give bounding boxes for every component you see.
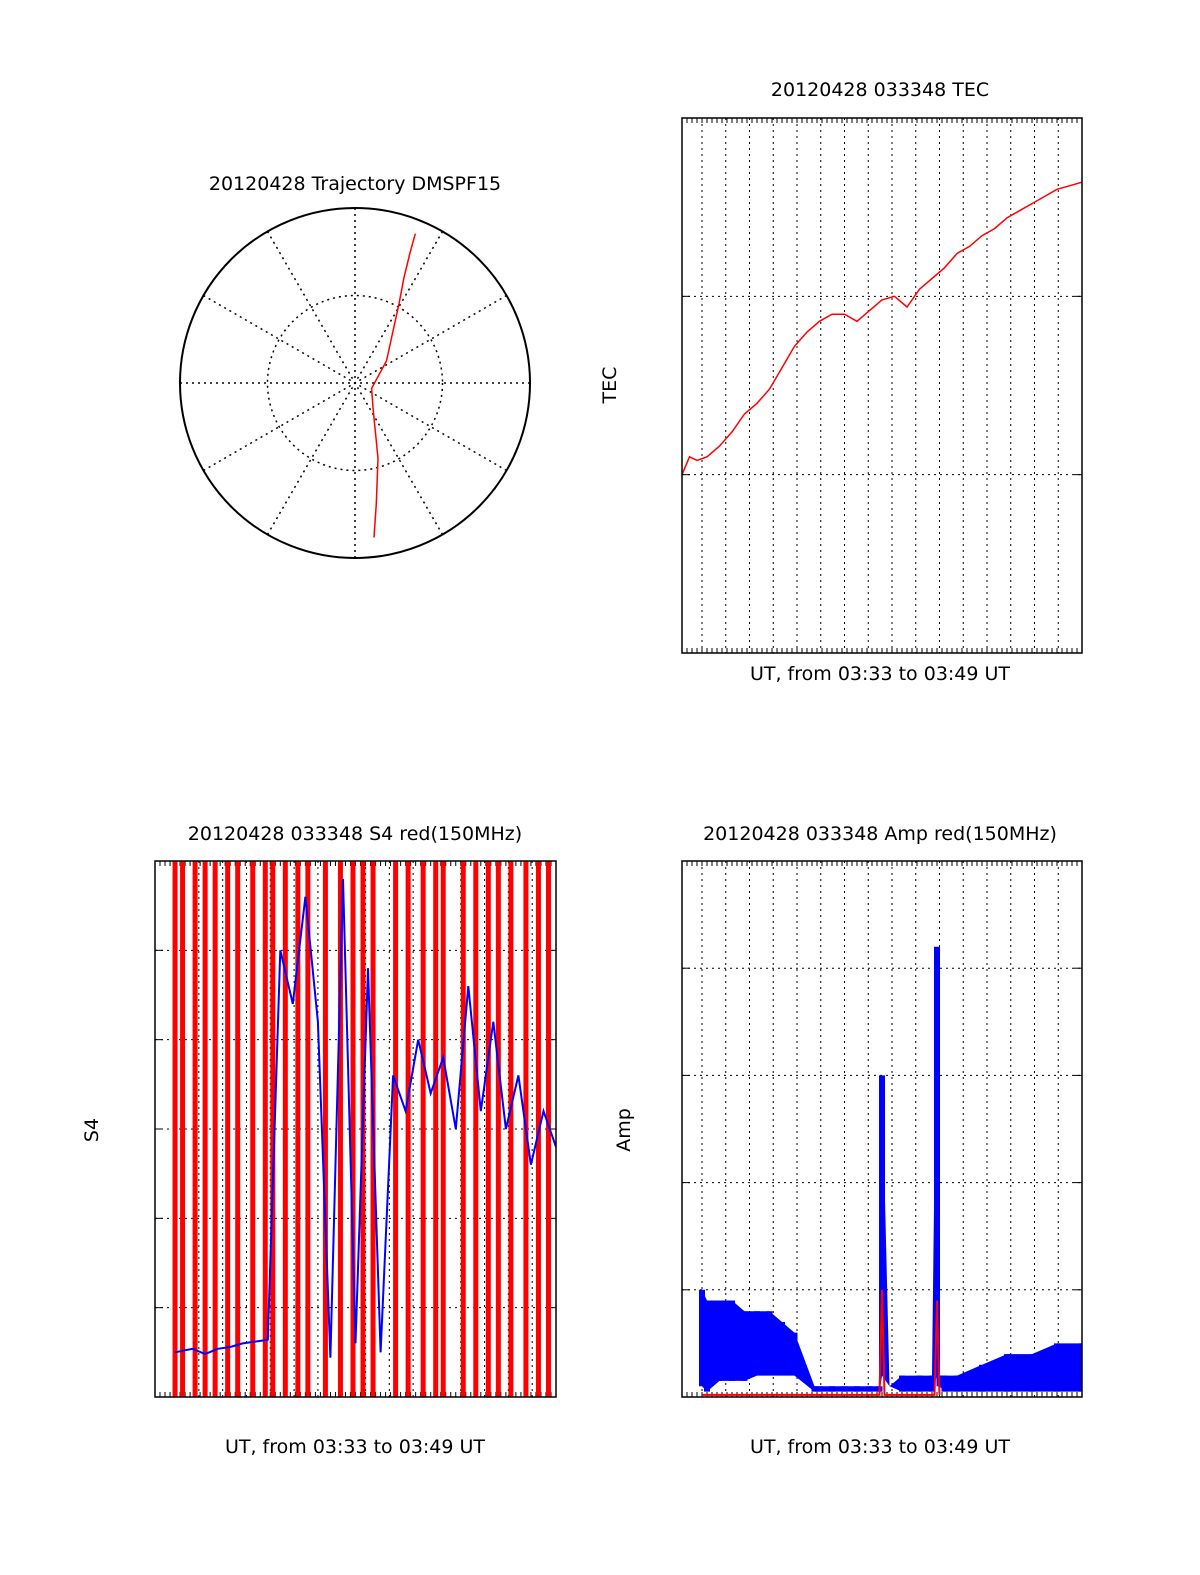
amp-blue-area [702, 946, 1082, 1392]
tec-plot-area [681, 117, 1083, 654]
amp-x-axis-label: UT, from 03:33 to 03:49 UT [750, 1436, 1010, 1458]
trajectory-line [370, 233, 417, 538]
polar-trajectory-chart: 20120428 Trajectory DMSPF15 [179, 173, 531, 559]
series-group [699, 946, 1082, 1396]
polar-series [370, 233, 417, 538]
amp-y-axis-label: Amp [613, 1108, 635, 1152]
tec-chart-title: 20120428 033348 TEC [771, 79, 989, 101]
series-group [682, 181, 1082, 475]
polar-outer-ring [179, 207, 531, 559]
s4-y-axis-label: S4 [81, 1118, 103, 1142]
amp-chart: 20120428 033348 Amp red(150MHz) UT, from… [613, 823, 1083, 1458]
tec-chart: 20120428 033348 TEC UT, from 03:33 to 03… [599, 79, 1083, 685]
polar-ring-50 [266, 294, 444, 472]
s4-blue-line [174, 878, 556, 1358]
polar-chart-title: 20120428 Trajectory DMSPF15 [209, 173, 501, 195]
tec-x-axis-label: UT, from 03:33 to 03:49 UT [750, 663, 1010, 685]
amp-chart-title: 20120428 033348 Amp red(150MHz) [703, 823, 1057, 845]
amp-red-line [702, 1289, 941, 1396]
s4-chart-title: 20120428 033348 S4 red(150MHz) [188, 823, 522, 845]
tec-y-axis-label: TEC [599, 367, 621, 405]
s4-chart: 20120428 033348 S4 red(150MHz) UT, from … [81, 823, 557, 1458]
plot-frame [681, 860, 1083, 1398]
polar-grid [179, 207, 531, 559]
s4-plot-area [154, 860, 557, 1398]
s4-x-axis-label: UT, from 03:33 to 03:49 UT [225, 1436, 485, 1458]
plot-frame [681, 117, 1083, 654]
series-group [172, 861, 556, 1397]
polar-spoke [266, 231, 444, 535]
tec-line [682, 181, 1082, 475]
plot-frame [154, 860, 557, 1398]
amp-plot-area [681, 860, 1083, 1398]
